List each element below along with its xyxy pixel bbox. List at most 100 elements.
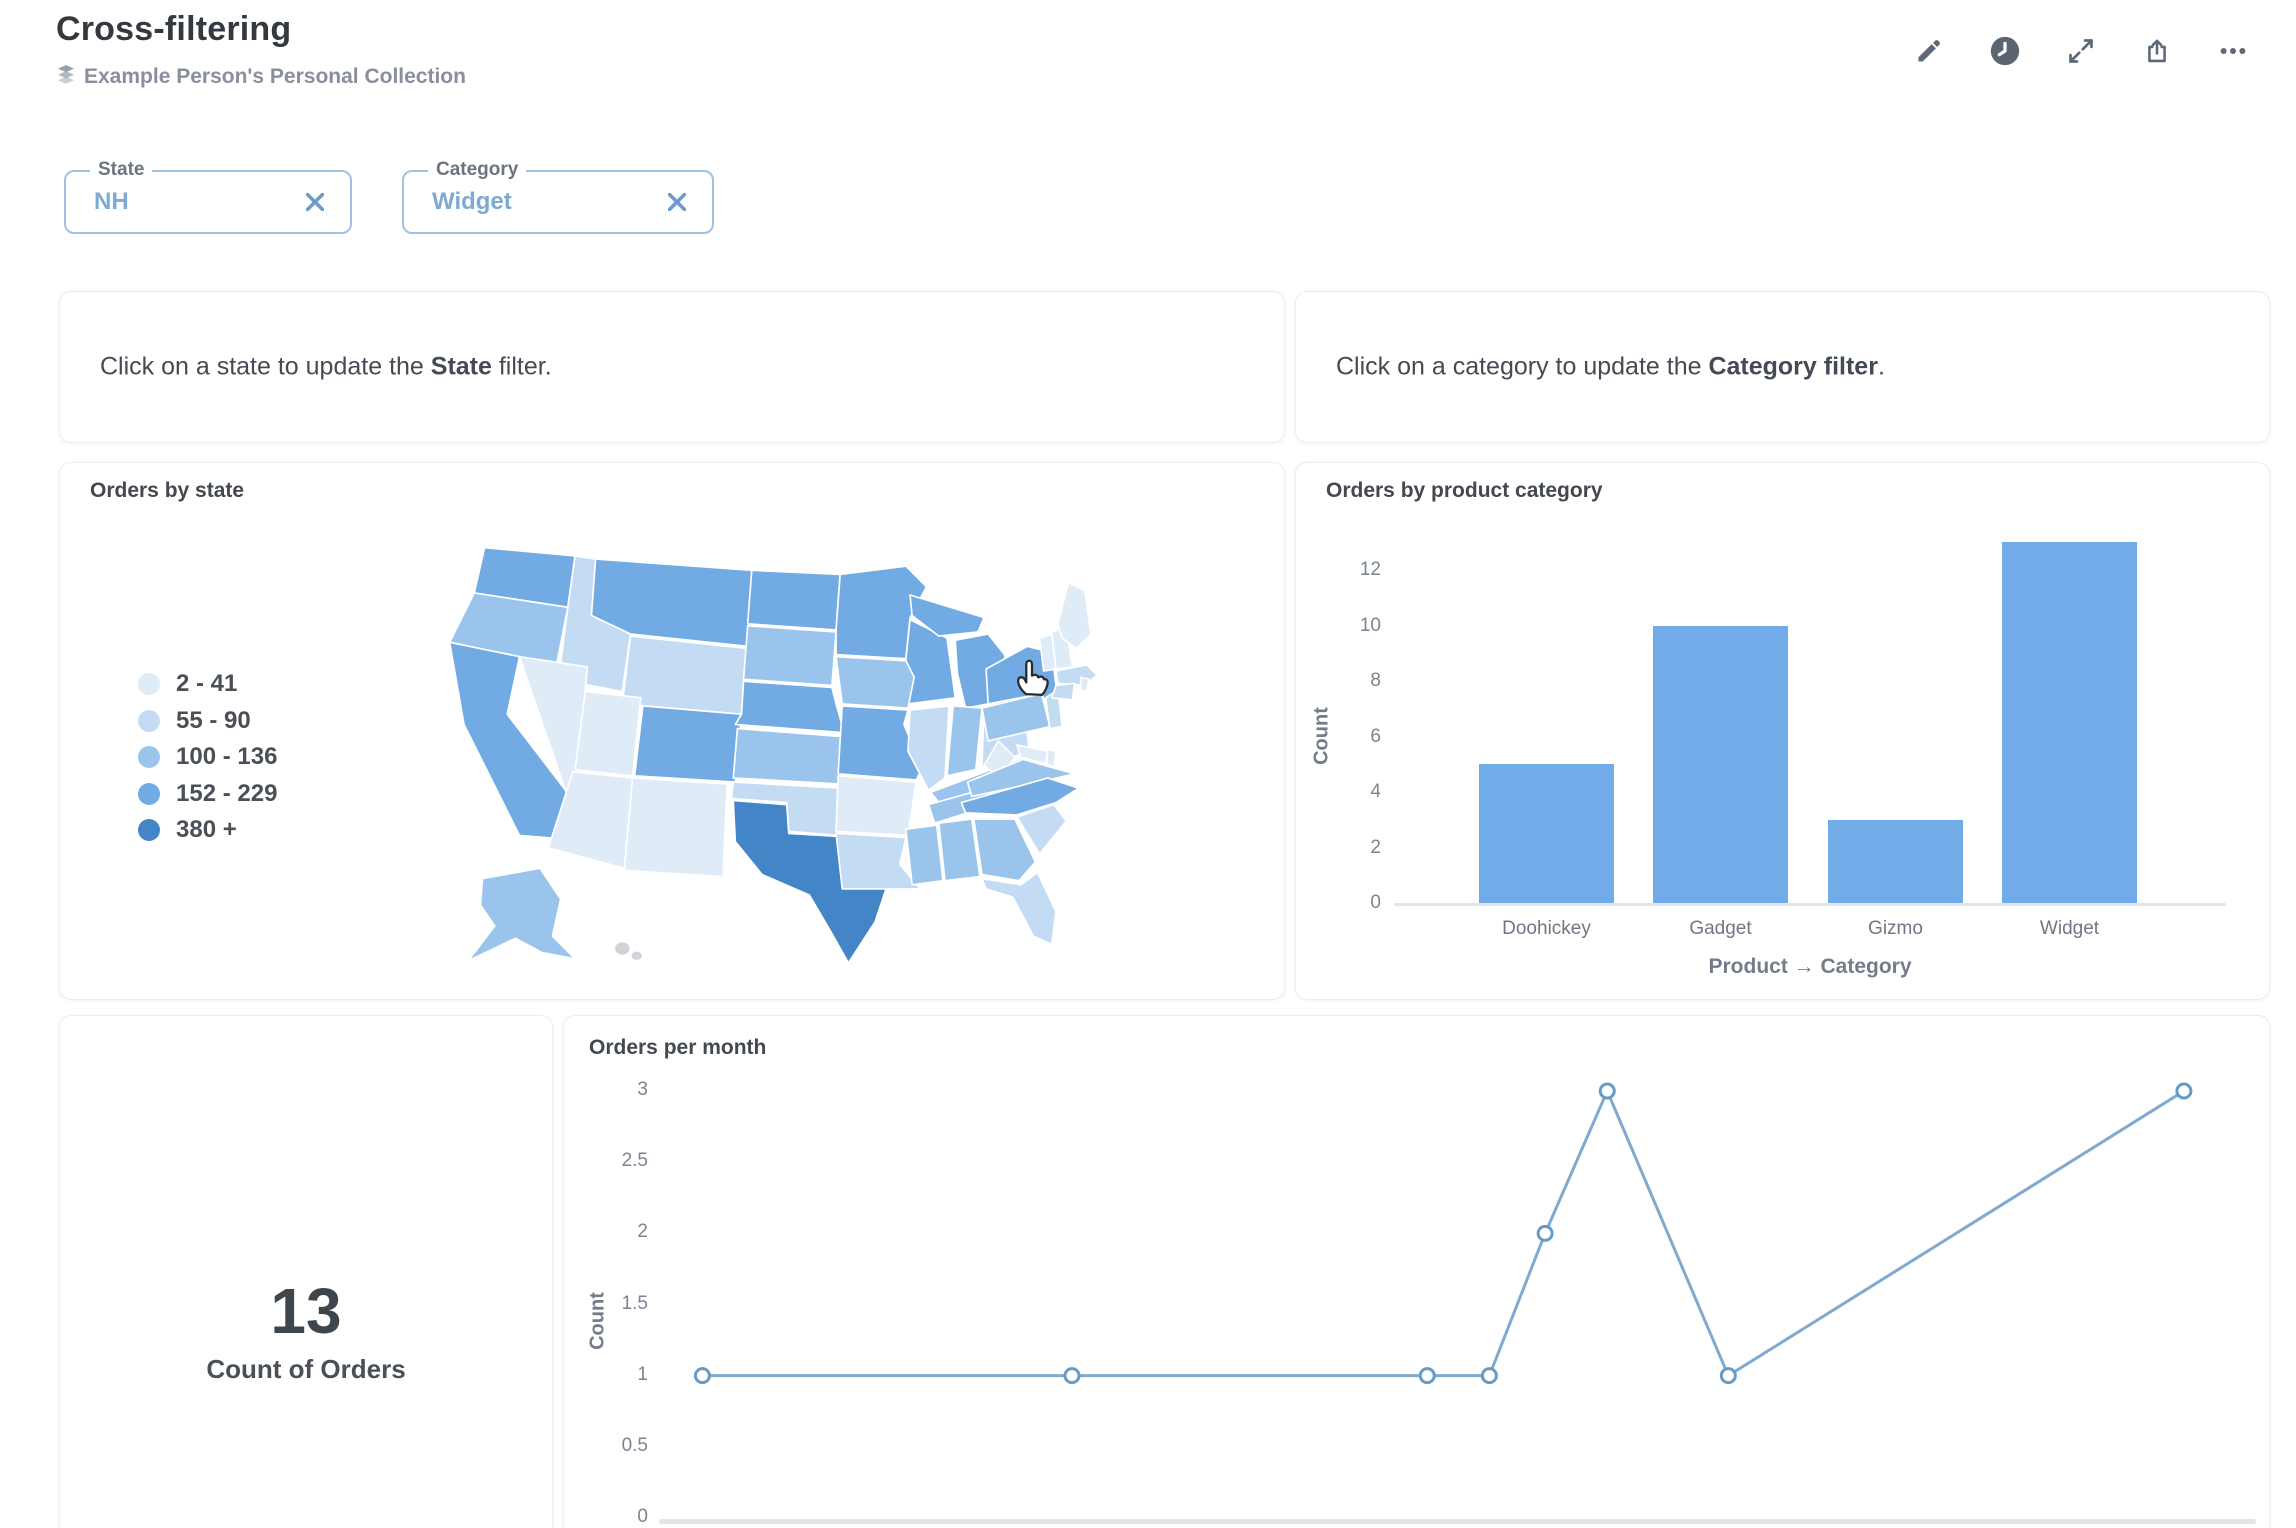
state-KS[interactable] (732, 727, 846, 785)
bar-y-tick-label: 6 (1370, 725, 1381, 747)
expand-icon (2069, 39, 2093, 63)
state-IA[interactable] (835, 655, 915, 709)
bar-doohickey[interactable] (1479, 764, 1614, 903)
state-MI-upper[interactable] (909, 594, 985, 637)
state-AK[interactable] (467, 867, 576, 962)
state-NC[interactable] (960, 777, 1080, 816)
legend-swatch-icon (138, 746, 160, 768)
clear-state-filter-button[interactable] (302, 189, 328, 215)
us-choropleth-map (448, 546, 1098, 964)
state-AL[interactable] (937, 818, 981, 882)
legend-swatch-icon (138, 819, 160, 841)
line-point-6[interactable] (1719, 1367, 1737, 1385)
page-title: Cross-filtering (56, 10, 292, 48)
share-icon (2148, 39, 2166, 63)
state-ME[interactable] (1057, 581, 1092, 650)
filter-label: Category (428, 159, 527, 181)
filter-value: Widget (432, 188, 512, 215)
count-of-orders-card: 13 Count of Orders (59, 1015, 553, 1528)
text-bold: State (430, 352, 492, 381)
more-options-button[interactable] (2210, 28, 2256, 74)
state-FL[interactable] (981, 871, 1057, 946)
line-point-2[interactable] (1418, 1367, 1436, 1385)
state-NM[interactable] (623, 777, 728, 878)
text-suffix: . (1877, 352, 1885, 381)
state-MD[interactable] (1016, 744, 1049, 765)
state-LA[interactable] (835, 832, 922, 890)
text-card-content: Click on a state to update the State fil… (100, 353, 552, 382)
legend-label: 55 - 90 (176, 706, 251, 734)
filter-chip-state[interactable]: State NH (64, 159, 352, 234)
fullscreen-button[interactable] (2058, 28, 2104, 74)
filter-value: NH (94, 188, 129, 215)
line-y-tick-label: 0.5 (621, 1434, 648, 1456)
line-point-3[interactable] (1480, 1367, 1498, 1385)
state-IL[interactable] (907, 705, 950, 792)
card-title: Orders by state (90, 479, 245, 502)
bar-y-tick-label: 2 (1370, 836, 1381, 858)
bar-category-label: Gadget (1689, 918, 1752, 939)
line-y-tick-label: 0 (637, 1506, 648, 1527)
text-card-state: Click on a state to update the State fil… (59, 291, 1285, 443)
bar-gadget[interactable] (1653, 625, 1788, 903)
state-IN[interactable] (946, 705, 983, 777)
breadcrumb[interactable]: Example Person's Personal Collection (56, 64, 466, 90)
state-CO[interactable] (633, 705, 743, 783)
text-card-content: Click on a category to update the Catego… (1336, 353, 1885, 382)
scalar-value: 13 (270, 1275, 342, 1347)
state-UT[interactable] (574, 690, 642, 777)
state-RI[interactable] (1079, 676, 1090, 693)
share-button[interactable] (2134, 28, 2180, 74)
state-ND[interactable] (746, 569, 841, 631)
bar-category-label: Gizmo (1868, 918, 1923, 939)
bar-gizmo[interactable] (1828, 819, 1963, 903)
state-NE[interactable] (734, 680, 846, 734)
clear-category-filter-button[interactable] (664, 189, 690, 215)
line-point-4[interactable] (1536, 1224, 1554, 1242)
legend-label: 100 - 136 (176, 743, 278, 770)
scalar-label: Count of Orders (206, 1354, 406, 1384)
legend-swatch-icon (138, 782, 160, 805)
state-AR[interactable] (835, 775, 918, 837)
line-point-0[interactable] (693, 1367, 711, 1385)
state-SC[interactable] (1016, 803, 1068, 855)
state-DE[interactable] (1045, 748, 1057, 769)
state-SD[interactable] (742, 624, 837, 687)
card-title: Orders per month (589, 1036, 767, 1059)
header-actions (1906, 28, 2256, 74)
legend-item: 100 - 136 (138, 742, 277, 772)
card-title: Orders by product category (1326, 479, 1603, 502)
collection-icon (56, 64, 76, 90)
clock-icon (1990, 36, 2020, 66)
bar-y-tick-label: 4 (1370, 781, 1381, 802)
state-HI[interactable] (631, 951, 642, 960)
state-MT[interactable] (590, 558, 753, 648)
bar-category-label: Doohickey (1502, 918, 1591, 939)
legend-item: 2 - 41 (138, 669, 237, 699)
state-VA[interactable] (966, 758, 1076, 798)
legend-label: 2 - 41 (176, 670, 238, 697)
state-GA[interactable] (972, 818, 1037, 882)
close-icon (306, 193, 324, 211)
edit-dashboard-button[interactable] (1906, 28, 1952, 74)
text-card-category: Click on a category to update the Catego… (1295, 291, 2270, 443)
pencil-icon (1918, 40, 1940, 62)
auto-refresh-button[interactable] (1982, 28, 2028, 74)
state-HI[interactable] (615, 942, 630, 955)
ellipsis-icon (2220, 48, 2246, 54)
bar-widget[interactable] (2002, 542, 2137, 903)
close-icon (668, 193, 686, 211)
legend-item: 152 - 229 (138, 779, 277, 809)
text-prefix: Click on a category to update the (1336, 352, 1709, 381)
filter-chip-category[interactable]: Category Widget (402, 159, 714, 234)
line-chart (693, 1082, 2193, 1385)
bar-y-tick-label: 8 (1370, 670, 1381, 691)
bar-x-axis-label: Product → Category (1708, 955, 1912, 978)
bar-y-tick-label: 0 (1370, 892, 1381, 913)
line-point-5[interactable] (1598, 1082, 1616, 1100)
line-point-7[interactable] (2175, 1082, 2193, 1100)
line-point-1[interactable] (1063, 1367, 1081, 1385)
state-CT[interactable] (1051, 682, 1076, 701)
state-MS[interactable] (905, 824, 944, 886)
